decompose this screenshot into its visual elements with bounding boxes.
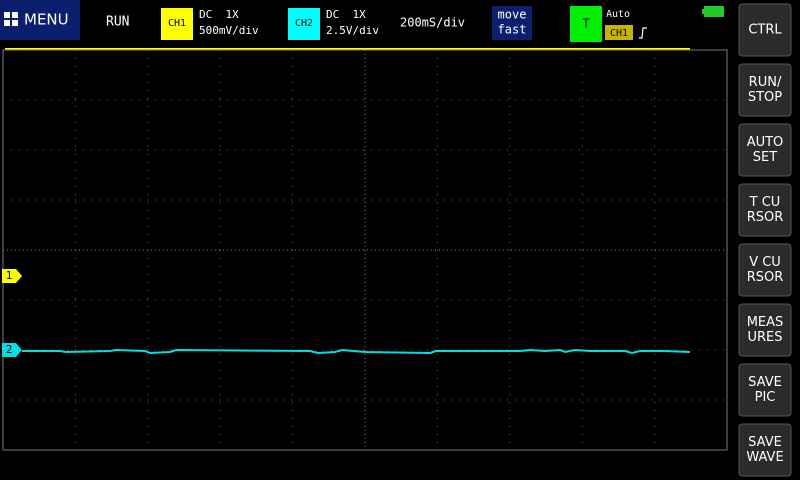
- button-bg: [738, 363, 792, 417]
- button-bg: [738, 303, 792, 357]
- trigger-label: T: [582, 17, 589, 31]
- ch1-marker[interactable]: 1: [2, 269, 22, 283]
- button-label: T CU: [749, 195, 781, 210]
- move-badge[interactable]: [492, 6, 532, 40]
- button-bg: [738, 3, 792, 57]
- button-label: PIC: [755, 390, 776, 405]
- ch1-marker-label: 1: [6, 269, 13, 282]
- button-label: SAVE: [748, 375, 782, 390]
- ch1-marker-shape: [2, 269, 22, 283]
- side-button[interactable]: CTRL: [738, 3, 792, 57]
- menu-button[interactable]: MENU: [0, 0, 80, 40]
- ch1-badge[interactable]: [161, 8, 193, 40]
- move-line-1: move: [498, 8, 527, 22]
- ch2-marker[interactable]: 2: [2, 343, 22, 357]
- menu-icon: [4, 12, 18, 26]
- button-label: AUTO: [747, 135, 784, 150]
- button-bg: [738, 123, 792, 177]
- run-status: RUN: [106, 15, 129, 30]
- side-button[interactable]: RUN/STOP: [738, 63, 792, 117]
- button-label: WAVE: [746, 450, 783, 465]
- ch2-coupling: DC 1X: [326, 8, 366, 21]
- button-label: RUN/: [749, 75, 782, 90]
- button-bg: [738, 63, 792, 117]
- battery-tip: [702, 9, 704, 14]
- trigger-mode: Auto: [606, 9, 630, 20]
- ch1-coupling: DC 1X: [199, 8, 239, 21]
- ch2-badge[interactable]: [288, 8, 320, 40]
- button-label: RSOR: [747, 210, 784, 225]
- trigger-source: CH1: [610, 28, 628, 39]
- button-label: URES: [747, 330, 782, 345]
- button-label: V CU: [749, 255, 781, 270]
- ch1-scale: 500mV/div: [199, 24, 259, 37]
- ch2-marker-label: 2: [6, 343, 13, 356]
- button-label: MEAS: [747, 315, 784, 330]
- menu-label: MENU: [24, 11, 69, 29]
- ch2-trace: [22, 348, 691, 355]
- button-label: CTRL: [748, 23, 782, 38]
- ch1-label: CH1: [168, 18, 186, 29]
- ch2-scale: 2.5V/div: [326, 24, 379, 37]
- move-line-2: fast: [498, 23, 527, 37]
- button-label: STOP: [748, 90, 782, 105]
- ch2-label: CH2: [295, 18, 313, 29]
- battery: [704, 6, 724, 17]
- timebase: 200mS/div: [400, 16, 465, 30]
- trigger-badge[interactable]: [570, 6, 602, 42]
- ch2-marker-shape: [2, 343, 22, 357]
- button-bg: [738, 423, 792, 477]
- button-label: RSOR: [747, 270, 784, 285]
- button-label: SET: [753, 150, 777, 165]
- button-bg: [738, 243, 792, 297]
- trigger-source-badge: [605, 25, 633, 40]
- trigger-edge-icon: [639, 27, 647, 39]
- button-bg: [738, 183, 792, 237]
- button-label: SAVE: [748, 435, 782, 450]
